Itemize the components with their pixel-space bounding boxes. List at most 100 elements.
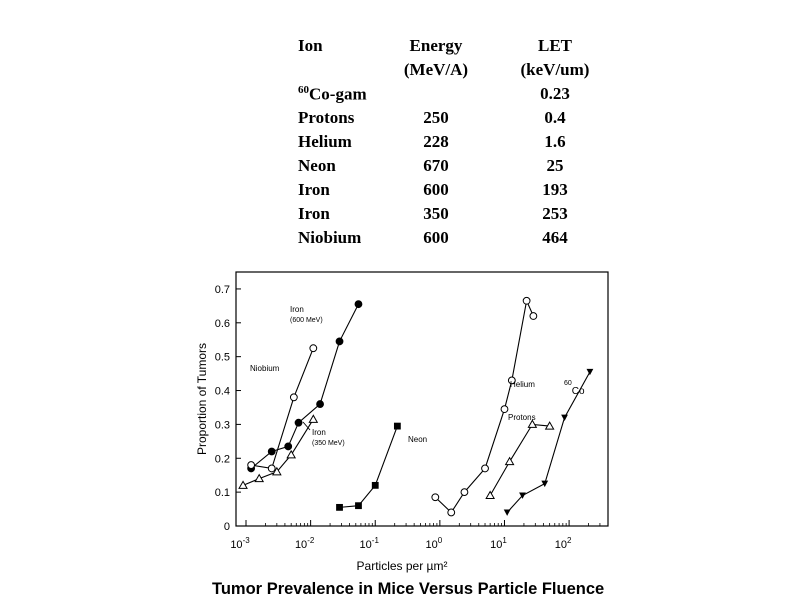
table-row-ion: Iron: [298, 180, 330, 200]
table-row-ion-name: Iron: [298, 180, 330, 199]
table-row-ion: Niobium: [298, 228, 361, 248]
data-point: [294, 418, 303, 427]
data-point: [447, 508, 456, 517]
annotation-text: Niobium: [250, 364, 280, 373]
y-tick-label: 0.7: [215, 284, 230, 296]
data-point: [336, 503, 343, 511]
table-row-ion-name: Helium: [298, 132, 352, 151]
data-point: [586, 368, 594, 376]
tumor-fluence-chart: 00.10.20.30.40.50.60.710-3 10-2 10-1 100 101…: [195, 271, 609, 573]
table-header-energy: Energy: [409, 36, 463, 55]
table-row-let: 0.23: [540, 84, 570, 103]
x-tick-base: 10: [230, 539, 242, 551]
table-row-let: 1.6: [544, 132, 566, 151]
table-row-energy: 350: [423, 204, 449, 223]
x-tick-exponent: 0: [438, 536, 443, 545]
series-line: [489, 423, 550, 496]
plot-frame: [235, 271, 609, 527]
data-point: [481, 464, 489, 473]
data-point: [393, 422, 401, 430]
x-tick-label: 10-2: [295, 536, 315, 551]
table-row-ion-name: Neon: [298, 156, 336, 175]
series-line: [434, 298, 534, 514]
annotation-text: Iron: [290, 305, 304, 314]
data-point: [541, 480, 549, 488]
table-row-ion-superscript: 60: [298, 84, 309, 96]
series-annotation: Iron: [312, 428, 326, 437]
table-header-energy-unit: (MeV/A): [403, 60, 469, 79]
x-tick-label: 10-3: [230, 536, 250, 551]
table-row-ion: 60Co-gam: [298, 84, 367, 105]
table-row-ion-name: Co-gam: [309, 84, 367, 104]
x-axis-label: Particles per µm²: [357, 559, 448, 573]
data-point: [335, 337, 344, 346]
table-row-ion: Iron: [298, 204, 330, 224]
y-tick-label: 0.5: [215, 352, 230, 364]
x-tick-label: 100: [426, 536, 443, 551]
chart-caption: Tumor Prevalence in Mice Versus Particle…: [212, 580, 605, 598]
data-point: [309, 344, 318, 353]
annotation-arrow: [302, 421, 311, 431]
x-tick-exponent: 2: [567, 536, 572, 545]
table-row-let: 464: [542, 228, 568, 247]
series-annotation: Protons: [508, 413, 536, 422]
table-row-let: 25: [546, 156, 564, 175]
data-point: [519, 492, 526, 499]
data-point: [529, 312, 538, 320]
x-tick-base: 10: [426, 539, 438, 551]
series-annotation: 60Co: [564, 380, 585, 397]
table-row-let: 253: [542, 204, 568, 223]
table-row-energy: 228: [423, 132, 449, 151]
x-tick-label: 10-1: [360, 536, 380, 551]
data-point: [504, 456, 515, 466]
data-point: [500, 405, 509, 414]
data-point: [507, 376, 516, 385]
x-tick-exponent: -3: [243, 536, 251, 545]
data-point: [561, 414, 568, 422]
data-point: [286, 449, 297, 459]
series-annotation-subtitle: (350 MeV): [312, 440, 345, 447]
table-row-energy: 600: [423, 180, 449, 199]
series-annotation: Neon: [408, 435, 427, 444]
annotation-text: Iron: [312, 428, 326, 437]
x-tick-exponent: -1: [372, 536, 380, 545]
data-point: [267, 447, 276, 456]
table-row-let: 193: [542, 180, 568, 199]
data-point: [247, 461, 256, 469]
data-point: [267, 464, 276, 473]
data-point: [460, 488, 469, 497]
data-point: [289, 393, 298, 402]
data-point: [284, 442, 293, 451]
y-tick-label: 0.3: [215, 419, 230, 431]
x-tick-base: 10: [490, 539, 502, 551]
table-row-ion-name: Niobium: [298, 228, 362, 247]
annotation-text: Helium: [510, 380, 535, 389]
table-row-energy: 670: [423, 156, 449, 175]
annotation-text: Neon: [408, 435, 427, 444]
table-header-let-unit: (keV/um): [520, 60, 590, 79]
x-tick-base: 10: [295, 539, 307, 551]
data-point: [503, 509, 511, 516]
table-row-ion-name: Iron: [298, 204, 330, 223]
y-tick-label: 0.6: [215, 318, 230, 330]
table-row-ion: Helium: [298, 132, 352, 152]
data-point: [238, 480, 248, 489]
data-point: [431, 493, 440, 502]
series-annotation-subtitle: (600 MeV): [290, 317, 323, 324]
table-row-ion: Protons: [298, 108, 354, 128]
data-point: [271, 466, 282, 476]
series-annotation: Iron: [290, 305, 304, 314]
table-row-ion: Neon: [298, 156, 336, 176]
x-tick-base: 10: [360, 539, 372, 551]
table-row-ion-name: Protons: [298, 108, 355, 127]
series-line: [251, 347, 314, 470]
data-point: [354, 300, 363, 309]
table-row-let: 0.4: [544, 108, 566, 127]
data-point: [544, 421, 555, 430]
data-point: [485, 490, 496, 500]
x-tick-exponent: -2: [307, 536, 315, 545]
series-annotation: Helium: [510, 380, 535, 389]
table-row-energy: 250: [423, 108, 449, 127]
data-point: [522, 296, 531, 305]
x-tick-base: 10: [555, 539, 567, 551]
